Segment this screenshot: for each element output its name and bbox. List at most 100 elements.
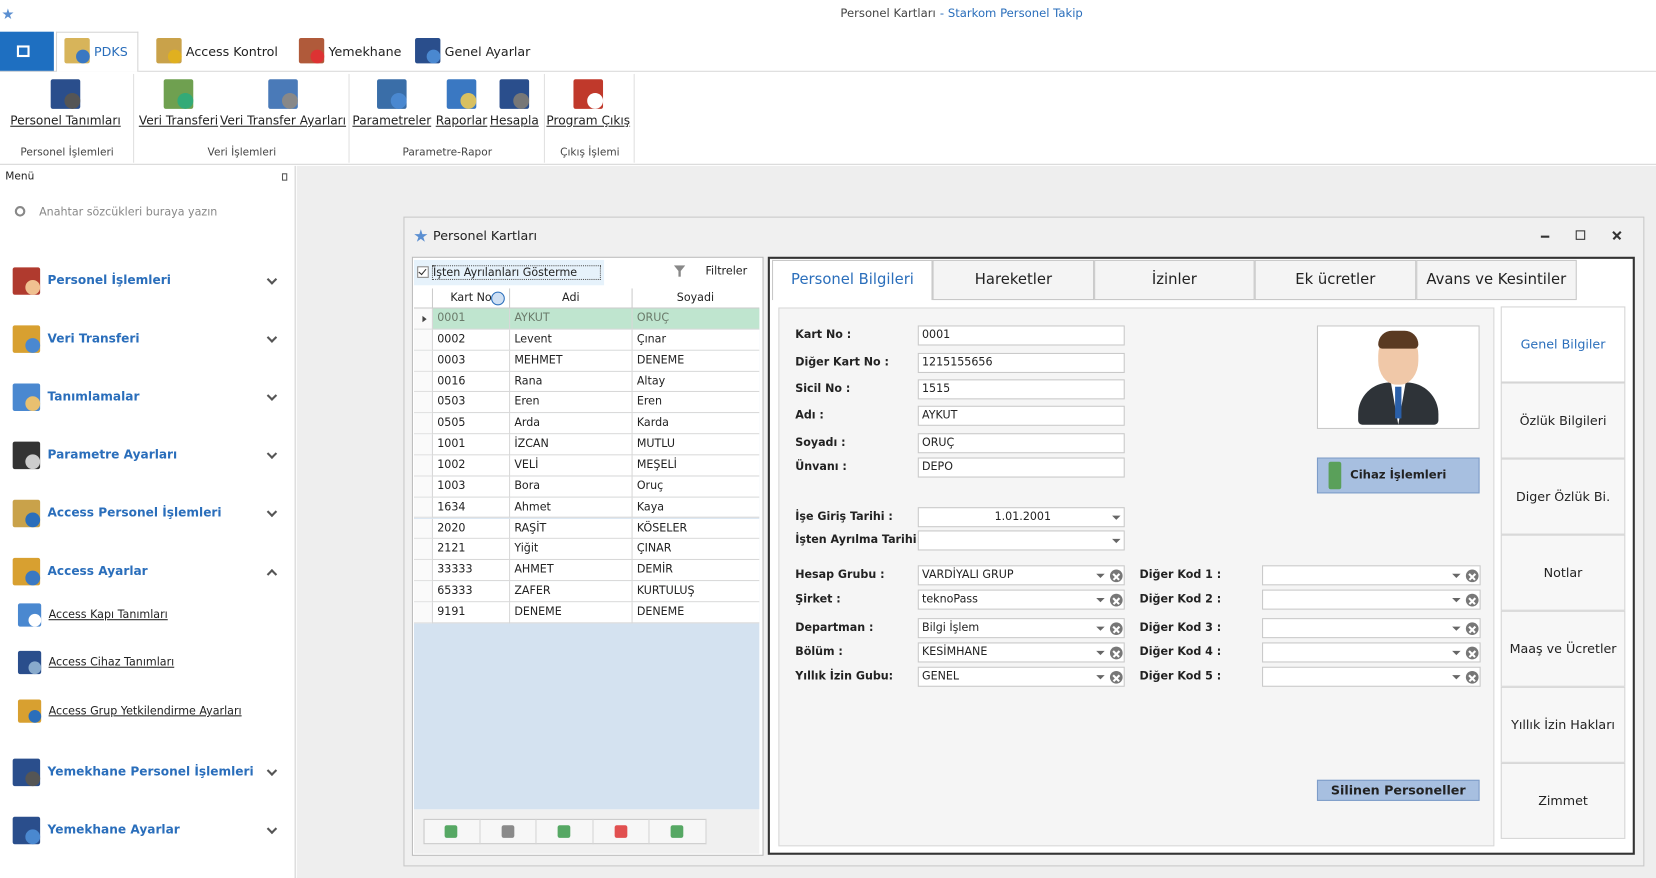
detail-tab[interactable]: Personel Bilgileri — [772, 260, 933, 300]
row-indicator — [414, 371, 432, 392]
text-input[interactable] — [1262, 618, 1481, 638]
minimize-button[interactable] — [1541, 236, 1549, 238]
dropdown-arrow[interactable] — [1452, 598, 1460, 602]
column-header[interactable]: Soyadi — [632, 288, 759, 308]
menu-subitem[interactable]: Access Kapı Tanımları — [49, 609, 281, 625]
dropdown-arrow[interactable] — [1096, 598, 1104, 602]
menu-item[interactable]: Access Personel İşlemleri — [48, 505, 259, 522]
row-pointer — [422, 316, 426, 322]
icon-detail — [25, 454, 40, 469]
icon-detail — [282, 93, 298, 109]
side-tab[interactable]: Özlük Bilgileri — [1501, 382, 1626, 458]
checkbox-label[interactable]: İşten Ayrılanları Gösterme — [432, 265, 601, 280]
text-input[interactable] — [918, 530, 1125, 550]
menu-item[interactable]: Yemekhane Ayarlar — [48, 822, 259, 839]
detail-tab[interactable]: Ek ücretler — [1255, 260, 1416, 300]
dropdown-arrow[interactable] — [1452, 651, 1460, 655]
dropdown-arrow[interactable] — [1096, 627, 1104, 631]
filter-button[interactable]: Filtreler — [705, 265, 758, 280]
device-icon — [1329, 462, 1342, 489]
text-input[interactable]: 0001 — [918, 325, 1125, 345]
side-tab[interactable]: Maaş ve Ücretler — [1501, 611, 1626, 687]
text-input[interactable]: ORUÇ — [918, 433, 1125, 453]
navigator-icon — [671, 825, 684, 838]
text-input[interactable]: 1215155656 — [918, 353, 1125, 373]
column-header[interactable]: Adi — [509, 288, 632, 308]
table-cell: 0001 — [432, 309, 509, 330]
text-input[interactable]: AYKUT — [918, 406, 1125, 426]
table-cell: 33333 — [432, 560, 509, 581]
menu-item[interactable]: Tanımlamalar — [48, 389, 259, 406]
row-indicator — [414, 518, 432, 539]
table-cell: 1003 — [432, 476, 509, 497]
text-input[interactable]: GENEL — [918, 667, 1125, 687]
dropdown-arrow[interactable] — [1096, 651, 1104, 655]
app-star — [2, 8, 14, 20]
icon-detail — [513, 93, 529, 109]
search-input[interactable]: Anahtar sözcükleri buraya yazın — [39, 206, 282, 223]
icon-detail — [460, 93, 476, 109]
field-label: Diğer Kod 1 : — [1140, 568, 1261, 584]
table-cell: 9191 — [432, 602, 509, 623]
side-tab[interactable]: Notlar — [1501, 535, 1626, 611]
dropdown-arrow[interactable] — [1112, 516, 1120, 520]
menu-item[interactable]: Personel İşlemleri — [48, 273, 259, 290]
text-input[interactable]: 1.01.2001 — [918, 507, 1125, 527]
icon-detail — [177, 93, 193, 109]
field-label: Diğer Kod 3 : — [1140, 621, 1261, 637]
text-input[interactable] — [1262, 590, 1481, 610]
menu-item[interactable]: Veri Transferi — [48, 331, 259, 348]
form-title: Personel Kartları — [433, 228, 644, 245]
field-label: Yıllık İzin Gubu: — [795, 670, 916, 686]
device-button[interactable]: Cihaz İşlemleri — [1317, 458, 1480, 494]
text-input[interactable] — [1262, 667, 1481, 687]
ribbon-button[interactable]: Program Çıkış — [525, 113, 652, 130]
menu-subitem[interactable]: Access Grup Yetkilendirme Ayarları — [49, 705, 281, 721]
maximize-button[interactable] — [1576, 230, 1586, 240]
detail-tab[interactable]: İzinler — [1094, 260, 1255, 300]
table-cell: Karda — [632, 413, 759, 434]
table-cell: Oruç — [632, 476, 759, 497]
side-tab[interactable]: Yıllık İzin Hakları — [1501, 687, 1626, 763]
text-input[interactable] — [1262, 642, 1481, 662]
text-input[interactable] — [1262, 565, 1481, 585]
detail-tab[interactable]: Hareketler — [933, 260, 1094, 300]
table-cell: 65333 — [432, 581, 509, 602]
deleted-staff-button[interactable]: Silinen Personeller — [1317, 780, 1480, 801]
text-input[interactable]: 1515 — [918, 379, 1125, 399]
icon-detail — [76, 49, 90, 63]
ribbon-button[interactable]: Veri Transfer Ayarları — [220, 113, 347, 130]
table-cell: DEMİR — [632, 560, 759, 581]
table-cell: Bora — [509, 476, 632, 497]
menu-item[interactable]: Yemekhane Personel İşlemleri — [48, 764, 259, 781]
row-indicator — [414, 539, 432, 560]
side-tab[interactable]: Zimmet — [1501, 763, 1626, 839]
text-input[interactable]: DEPO — [918, 458, 1125, 478]
side-tab[interactable]: Genel Bilgiler — [1501, 306, 1626, 382]
dropdown-arrow[interactable] — [1452, 627, 1460, 631]
menu-subitem[interactable]: Access Cihaz Tanımları — [49, 656, 281, 672]
field-label: Kart No : — [795, 329, 916, 345]
menu-item[interactable]: Access Ayarlar — [48, 563, 259, 580]
icon-detail — [25, 570, 40, 585]
dropdown-arrow[interactable] — [1452, 675, 1460, 679]
menu-pin — [282, 173, 287, 180]
dropdown-arrow[interactable] — [1112, 539, 1120, 543]
text-input[interactable]: teknoPass — [918, 590, 1125, 610]
table-cell: Arda — [509, 413, 632, 434]
dropdown-arrow[interactable] — [1096, 574, 1104, 578]
icon-detail — [25, 396, 40, 411]
dropdown-arrow[interactable] — [1452, 574, 1460, 578]
detail-tab[interactable]: Avans ve Kesintiler — [1416, 260, 1577, 300]
text-input[interactable]: VARDİYALI GRUP — [918, 565, 1125, 585]
text-input[interactable]: Bilgi İşlem — [918, 618, 1125, 638]
ribbon-tab-label: Genel Ayarlar — [445, 43, 515, 60]
window-title: Personel Kartları — [676, 6, 936, 23]
search-icon — [15, 206, 26, 217]
text-input[interactable]: KESİMHANE — [918, 642, 1125, 662]
side-tab[interactable]: Diger Özlük Bi. — [1501, 459, 1626, 535]
ribbon-button[interactable]: Personel Tanımları — [2, 113, 129, 130]
dropdown-arrow[interactable] — [1096, 675, 1104, 679]
menu-item[interactable]: Parametre Ayarları — [48, 447, 259, 464]
file-icon — [17, 45, 30, 57]
